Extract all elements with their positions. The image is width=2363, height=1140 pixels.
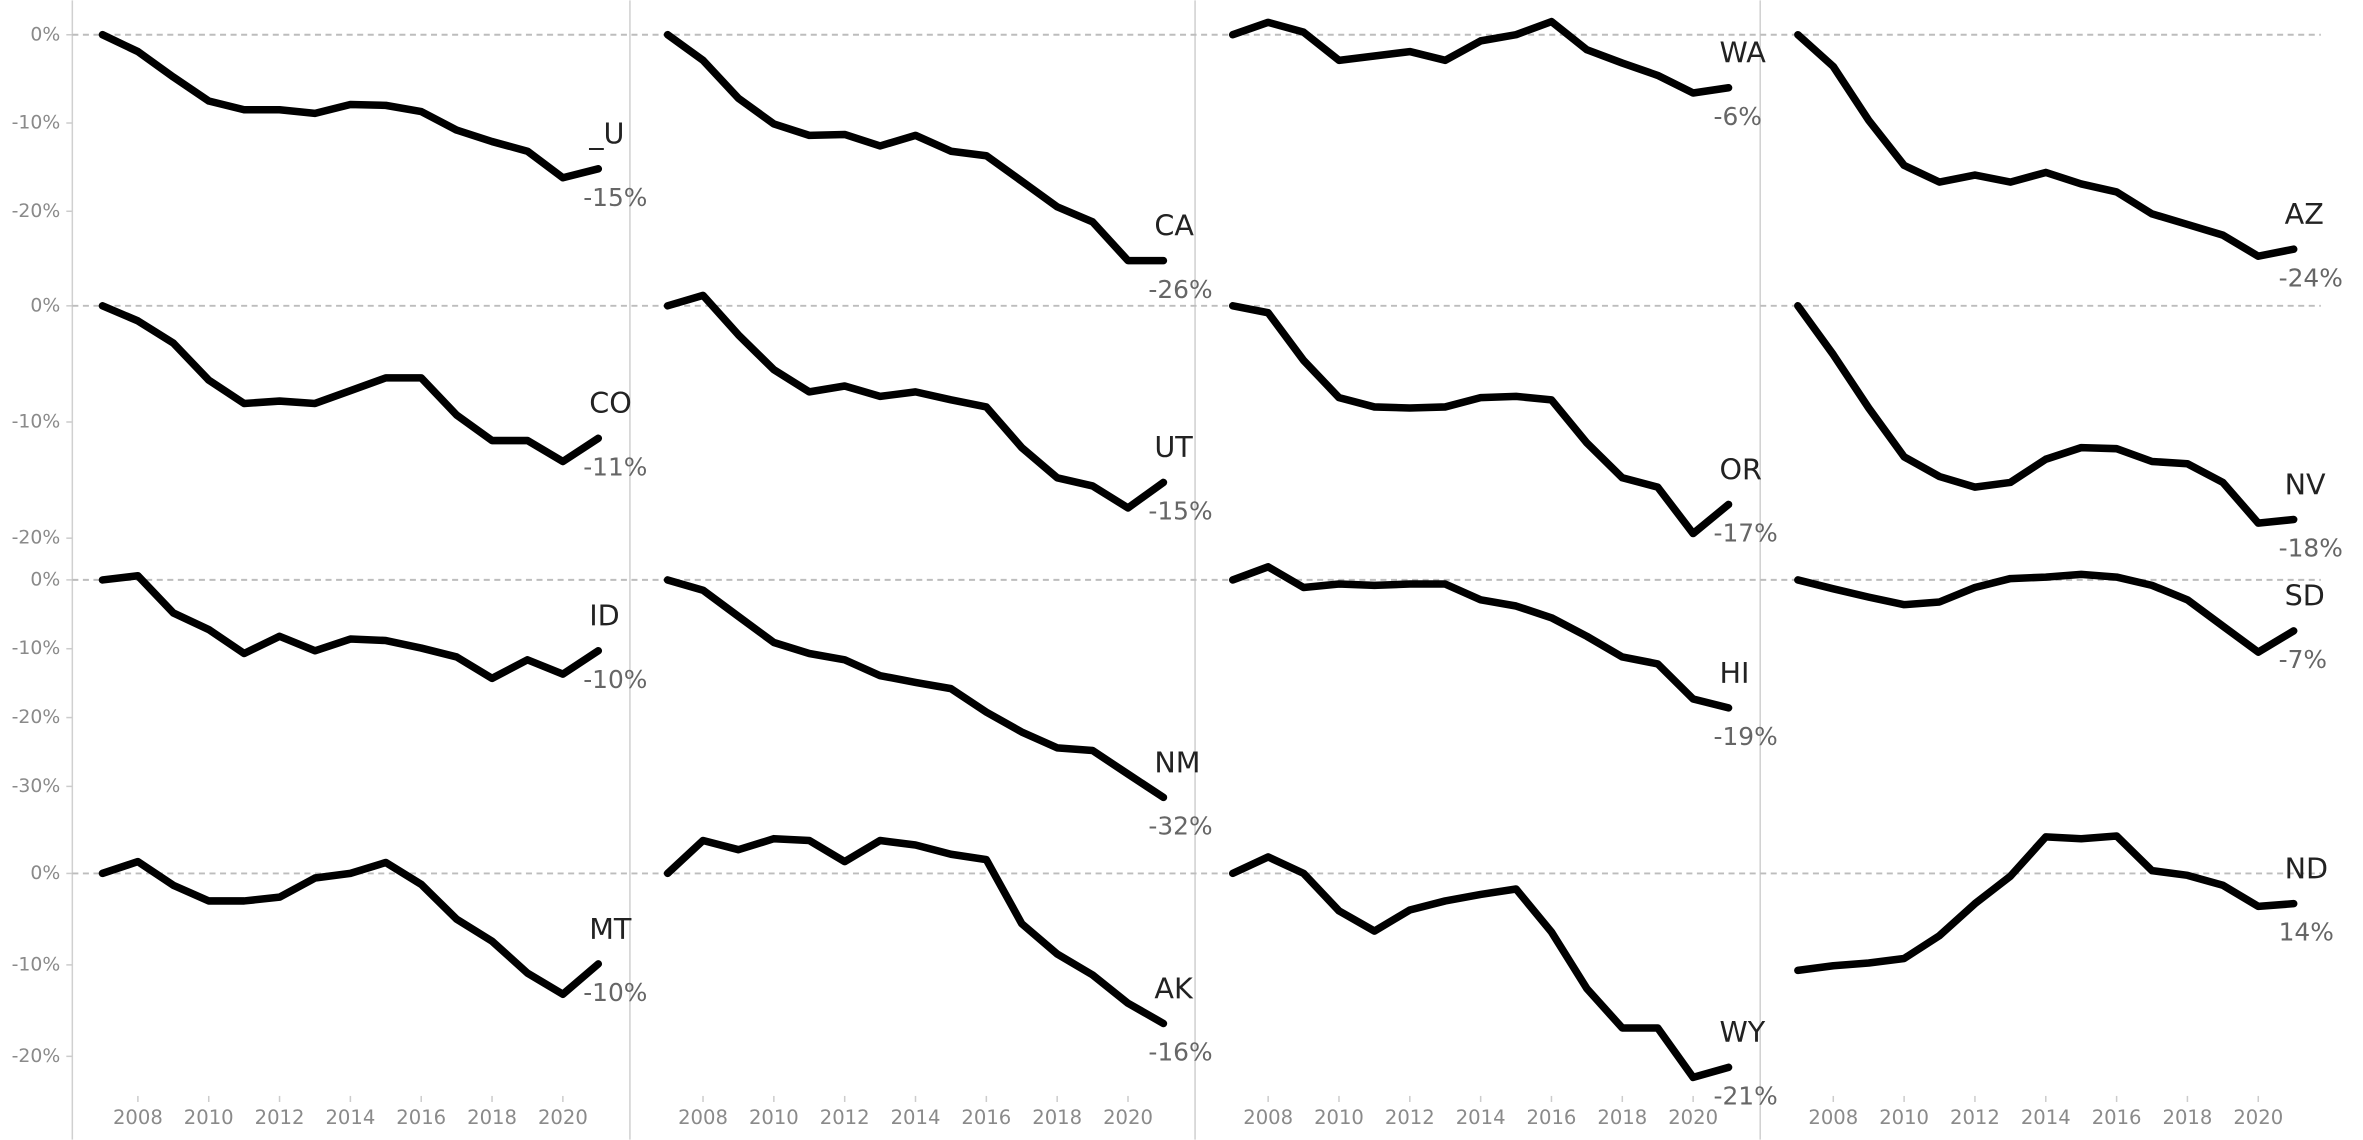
panel-name: AZ <box>2285 197 2324 231</box>
x-tick-label: 2008 <box>1808 1106 1858 1129</box>
panel-name: AK <box>1154 971 1194 1005</box>
end-label: -11% <box>583 452 647 481</box>
y-tick-label: -10% <box>12 113 61 134</box>
series-line <box>1228 302 1733 538</box>
series-line <box>1794 570 2298 656</box>
series-line <box>1228 563 1733 712</box>
x-tick-label: 2018 <box>1597 1106 1647 1129</box>
panel-name: CO <box>589 386 632 420</box>
series-line <box>1794 30 2298 261</box>
series-line <box>98 302 603 466</box>
x-tick-label: 2014 <box>325 1106 375 1129</box>
panel-name: HI <box>1720 656 1750 690</box>
series-line <box>663 576 1168 802</box>
x-tick-label: 2014 <box>1456 1106 1506 1129</box>
end-label: -7% <box>2279 645 2327 674</box>
y-tick-label: -20% <box>12 1046 61 1067</box>
panel-name: ND <box>2285 851 2328 885</box>
y-tick-label: -20% <box>12 201 61 222</box>
end-label: -26% <box>1148 275 1212 304</box>
x-tick-label: 2020 <box>2233 1106 2283 1129</box>
series-line <box>1794 302 2298 527</box>
x-tick-label: 2012 <box>1385 1106 1435 1129</box>
panel-name: WA <box>1720 36 1767 70</box>
panel-name: MT <box>589 912 632 946</box>
series-line <box>1794 832 2298 975</box>
x-tick-label: 2012 <box>1950 1106 2000 1129</box>
end-label: -21% <box>1713 1081 1777 1110</box>
x-tick-label: 2020 <box>538 1106 588 1129</box>
x-tick-label: 2016 <box>396 1106 446 1129</box>
series-line <box>663 291 1168 512</box>
end-label: -15% <box>1148 497 1212 526</box>
panel-name: UT <box>1154 430 1193 464</box>
end-label: -10% <box>583 978 647 1007</box>
y-tick-label: 0% <box>30 295 60 316</box>
x-tick-label: 2008 <box>678 1106 728 1129</box>
series-line <box>98 857 603 998</box>
x-tick-label: 2012 <box>820 1106 870 1129</box>
end-label: -16% <box>1148 1038 1212 1067</box>
panel-name: NV <box>2285 467 2326 501</box>
x-tick-label: 2008 <box>1243 1106 1293 1129</box>
panel-name: _U <box>588 117 624 151</box>
x-tick-label: 2020 <box>1668 1106 1718 1129</box>
y-tick-label: -10% <box>12 638 61 659</box>
x-tick-label: 2010 <box>749 1106 799 1129</box>
x-tick-label: 2018 <box>2163 1106 2213 1129</box>
series-line <box>98 30 603 182</box>
x-tick-label: 2016 <box>1527 1106 1577 1129</box>
x-tick-label: 2010 <box>1314 1106 1364 1129</box>
y-tick-label: 0% <box>30 569 60 590</box>
end-label: -24% <box>2279 263 2343 292</box>
panel-name: OR <box>1720 452 1763 486</box>
x-tick-label: 2016 <box>2092 1106 2142 1129</box>
panel-name: SD <box>2285 579 2325 613</box>
panel-name: ID <box>589 599 619 633</box>
y-tick-label: -10% <box>12 954 61 975</box>
x-tick-label: 2018 <box>1032 1106 1082 1129</box>
end-label: -19% <box>1713 722 1777 751</box>
x-tick-label: 2012 <box>255 1106 305 1129</box>
x-tick-label: 2010 <box>1879 1106 1929 1129</box>
end-label: -10% <box>583 665 647 694</box>
panel-name: NM <box>1154 745 1200 779</box>
x-tick-label: 2014 <box>891 1106 941 1129</box>
series-line <box>1228 853 1733 1082</box>
y-tick-label: -30% <box>12 776 61 797</box>
series-line <box>663 30 1168 265</box>
x-tick-label: 2010 <box>184 1106 234 1129</box>
series-line <box>98 571 603 683</box>
end-label: -17% <box>1713 519 1777 548</box>
x-tick-label: 2008 <box>113 1106 163 1129</box>
end-label: 14% <box>2279 918 2334 947</box>
x-tick-label: 2014 <box>2021 1106 2071 1129</box>
x-tick-label: 2020 <box>1103 1106 1153 1129</box>
end-label: -6% <box>1713 102 1761 131</box>
end-label: -18% <box>2279 534 2343 563</box>
panel-name: WY <box>1720 1015 1766 1049</box>
series-line <box>1228 17 1733 97</box>
series-line <box>663 834 1168 1028</box>
y-tick-label: -20% <box>12 707 61 728</box>
y-tick-label: 0% <box>30 24 60 45</box>
y-tick-label: -20% <box>12 528 61 549</box>
x-tick-label: 2018 <box>467 1106 517 1129</box>
end-label: -15% <box>583 183 647 212</box>
y-tick-label: 0% <box>30 863 60 884</box>
x-tick-label: 2016 <box>961 1106 1011 1129</box>
end-label: -32% <box>1148 812 1212 841</box>
y-tick-label: -10% <box>12 411 61 432</box>
panel-name: CA <box>1154 209 1194 243</box>
